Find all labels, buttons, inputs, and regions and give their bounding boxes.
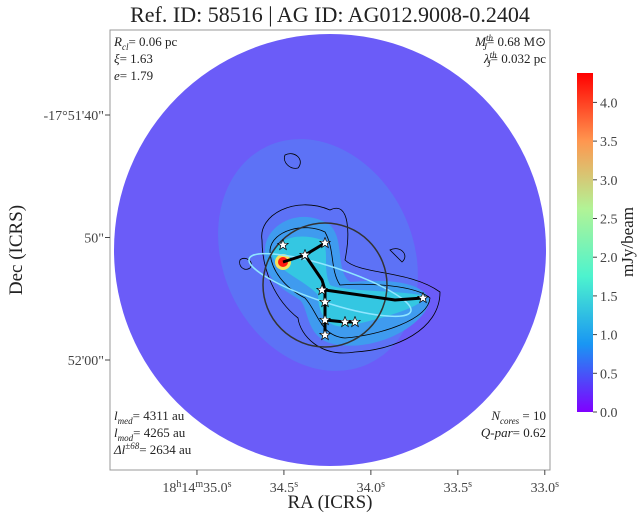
annotation: lmod= 4265 au (114, 425, 186, 443)
x-tick-unit: s (381, 479, 385, 490)
annotation-text: = 4265 au (133, 425, 186, 440)
x-tick-label: 33.0s (531, 479, 560, 497)
annotation-sup: th (490, 50, 498, 60)
annotation-sub: cl (122, 42, 129, 52)
x-tick-label: 18h14m35.0s (162, 479, 231, 497)
x-tick-unit: s (555, 479, 559, 490)
annotation-symbol: R (113, 34, 122, 49)
annotation-text: = 1.79 (120, 68, 153, 83)
annotation-symbol: λ (483, 51, 490, 66)
colorbar-tick-label: 1.0 (600, 329, 618, 344)
annotation-symbol: N (490, 408, 501, 423)
annotation-sub: J (487, 59, 492, 69)
y-axis-label: Dec (ICRS) (6, 205, 27, 295)
annotation-symbol: Δl (113, 442, 126, 457)
annotation: Δl±68= 2634 au (113, 441, 192, 457)
annotation: lmed= 4311 au (114, 408, 185, 426)
x-tick-label: 33.5s (444, 479, 473, 497)
y-tick-label: -17°51'40" (44, 109, 105, 124)
chart-title: Ref. ID: 58516 | AG ID: AG012.9008-0.240… (130, 2, 530, 27)
colorbar-tick-label: 1.5 (600, 290, 618, 305)
x-tick-part: 34.0 (357, 481, 382, 496)
annotation: λth J= 0.032 pc (483, 50, 546, 69)
colorbar-tick-label: 2.5 (600, 213, 618, 228)
annotation-sub: J (483, 42, 488, 52)
x-tick-label: 34.0s (357, 479, 386, 497)
x-tick-part: 33.0 (531, 481, 556, 496)
annotation: e= 1.79 (114, 68, 153, 83)
y-tick-label: 52'00" (68, 354, 104, 369)
annotation-text: = 0.06 pc (128, 34, 177, 49)
x-tick-part: 33.5 (444, 481, 469, 496)
annotation-symbol: ξ (114, 51, 120, 66)
annotation-text: = 0.032 pc (491, 51, 547, 66)
annotation: ξ= 1.63 (114, 51, 153, 66)
annotation-sub: cores (500, 416, 520, 426)
annotation-symbol: Q-par (481, 425, 514, 440)
x-axis-label: RA (ICRS) (288, 492, 373, 513)
annotation: Rcl= 0.06 pc (113, 34, 178, 52)
annotation-text: = 4311 au (133, 408, 185, 423)
annotation-text: = 10 (519, 408, 546, 423)
core-circle (262, 222, 388, 348)
plot-frame (109, 29, 551, 471)
x-tick-part: 35.0 (203, 481, 228, 496)
x-tick-unit: s (294, 479, 298, 490)
colorbar-tick-label: 0.0 (600, 406, 618, 421)
x-tick-unit: h (176, 479, 181, 490)
x-tick-part: 34.5 (270, 481, 295, 496)
annotation-sub: mod (118, 433, 134, 443)
x-tick-unit: m (195, 479, 203, 490)
annotation-text: = 2634 au (139, 442, 192, 457)
colorbar-tick-label: 0.5 (600, 367, 618, 382)
annotation-sup: ±68 (125, 441, 139, 451)
annotation-sup: th (486, 33, 494, 43)
colorbar-tick-label: 4.0 (600, 96, 618, 111)
x-tick-unit: s (228, 479, 232, 490)
annotation-symbol: M (474, 34, 487, 49)
annotation-symbol: l (114, 425, 118, 440)
image (114, 34, 546, 466)
annotation: Ncores = 10 (490, 408, 546, 426)
colorbar-tick-label: 3.5 (600, 135, 618, 150)
colorbar-tick-label: 2.0 (600, 251, 618, 266)
annotation-text: = 0.68 M⊙ (487, 34, 546, 49)
annotation-text: = 1.63 (120, 51, 153, 66)
annotation-text: = 0.62 (513, 425, 546, 440)
annotation: Q-par= 0.62 (481, 425, 546, 440)
x-tick-label: 34.5s (270, 479, 299, 497)
x-tick-part: 18 (162, 481, 176, 496)
colorbar (577, 73, 593, 412)
annotation: Mth J= 0.68 M⊙ (474, 33, 546, 52)
y-tick-label: 50" (84, 232, 104, 247)
x-tick-part: 14 (181, 481, 195, 496)
x-tick-unit: s (468, 479, 472, 490)
emission-core (272, 236, 425, 327)
colorbar-label: mJy/beam (618, 207, 637, 277)
annotation-symbol: l (114, 408, 118, 423)
annotation-sub: med (118, 416, 133, 426)
colorbar-tick-label: 3.0 (600, 174, 618, 189)
contours (239, 153, 441, 354)
annotation-symbol: e (114, 68, 120, 83)
